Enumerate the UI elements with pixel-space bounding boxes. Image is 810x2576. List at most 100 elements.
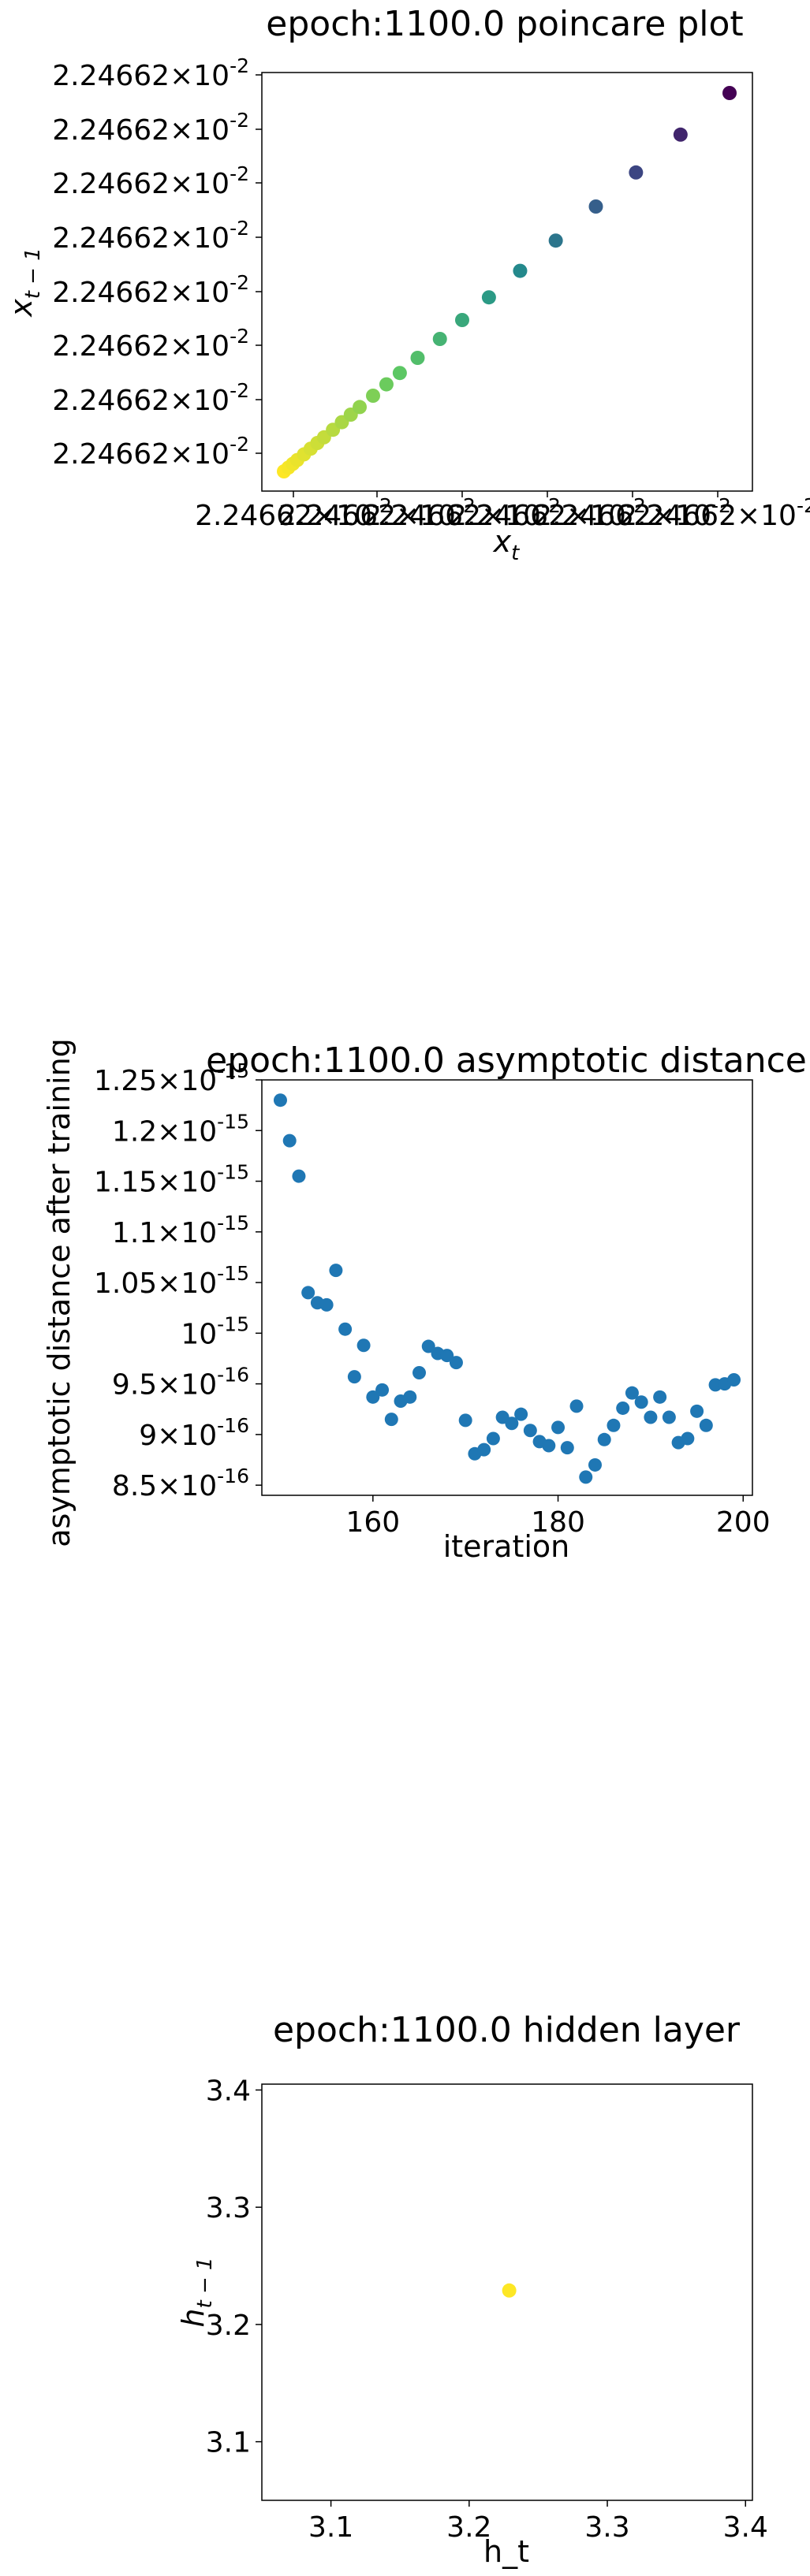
poincare-x-tick-label: 2.24662×10-2 <box>449 494 646 532</box>
poincare-x-tick-label: 2.24662×10-2 <box>195 494 392 532</box>
poincare-title: epoch:1100.0 poincare plot <box>266 4 743 44</box>
asymptotic-point <box>727 1372 741 1387</box>
asymptotic-point <box>477 1442 491 1457</box>
poincare-x-ticks: 2.24662×10-22.24662×10-22.24662×10-22.24… <box>195 491 810 532</box>
asymptotic-point <box>505 1416 519 1431</box>
hidden-layer-y-tick-label: 3.2 <box>206 2310 251 2342</box>
asymptotic-point <box>681 1431 695 1446</box>
poincare-y-ticks: 2.24662×10-2 2.24662×10-2 2.24662×10-2 2.24… <box>52 54 262 471</box>
asymptotic-point <box>616 1401 630 1415</box>
asymptotic-y-tick-label: 1.15×10-15 <box>94 1161 249 1199</box>
poincare-point <box>410 351 425 365</box>
asymptotic-point <box>486 1431 500 1446</box>
poincare-point <box>548 233 563 248</box>
asymptotic-point <box>625 1386 639 1400</box>
asymptotic-point <box>366 1390 380 1404</box>
poincare-point <box>455 313 469 327</box>
poincare-x-tick-label: 2.24662×10-2 <box>534 494 731 532</box>
asymptotic-y-tick-label: 9×10-16 <box>139 1414 249 1452</box>
poincare-point <box>588 199 603 214</box>
hidden-layer-x-ticks: 3.1 3.2 3.3 3.4 <box>308 2500 768 2544</box>
asymptotic-point <box>329 1264 343 1278</box>
poincare-point <box>432 332 447 346</box>
poincare-point <box>353 400 368 415</box>
poincare-point <box>392 366 407 381</box>
asymptotic-point <box>634 1395 648 1409</box>
poincare-y-tick-label: 2.24662×10-2 <box>52 325 249 363</box>
hidden-layer-chart: epoch:1100.0 hidden layer 3.1 3.2 3.3 3.4 3… <box>176 2010 768 2569</box>
poincare-x-tick-label: 2.24662×10-2 <box>619 494 810 532</box>
hidden-layer-x-tick-label: 3.4 <box>723 2511 768 2544</box>
asymptotic-point <box>449 1356 463 1370</box>
asymptotic-point <box>644 1410 658 1424</box>
asymptotic-y-tick-label: 1.2×10-15 <box>112 1110 249 1148</box>
asymptotic-point <box>403 1390 417 1404</box>
hidden-layer-points <box>502 2283 517 2298</box>
poincare-chart: epoch:1100.0 poincare plot 2.24662×10-22… <box>4 4 810 565</box>
asymptotic-y-tick-label: 1.1×10-15 <box>112 1212 249 1249</box>
asymptotic-x-tick-label: 180 <box>531 1506 585 1539</box>
poincare-point <box>379 377 394 392</box>
hidden-layer-x-tick-label: 3.2 <box>446 2511 491 2544</box>
poincare-x-tick-label: 2.24662×10-2 <box>364 494 561 532</box>
asymptotic-x-label: iteration <box>443 1529 570 1564</box>
asymptotic-point <box>523 1424 537 1438</box>
poincare-y-tick-label: 2.24662×10-2 <box>52 109 249 147</box>
hidden-layer-x-label: h_t <box>483 2534 529 2569</box>
hidden-layer-y-label: ht − 1 <box>176 2257 217 2327</box>
asymptotic-x-tick-label: 160 <box>345 1506 400 1539</box>
hidden-layer-y-tick-label: 3.4 <box>206 2075 251 2107</box>
hidden-layer-y-tick-label: 3.1 <box>206 2427 251 2459</box>
asymptotic-point <box>597 1432 611 1446</box>
poincare-point <box>722 86 737 100</box>
asymptotic-point <box>653 1390 667 1404</box>
poincare-y-tick-label: 2.24662×10-2 <box>52 217 249 255</box>
asymptotic-point <box>607 1418 621 1432</box>
asymptotic-point <box>458 1413 472 1428</box>
hidden-layer-y-tick-label: 3.3 <box>206 2192 251 2224</box>
asymptotic-y-label: asymptotic distance after training <box>42 1038 77 1547</box>
asymptotic-point <box>375 1383 390 1397</box>
poincare-y-tick-label: 2.24662×10-2 <box>52 54 249 92</box>
poincare-point <box>481 290 496 305</box>
poincare-x-tick-label: 2.24662×10-2 <box>278 494 476 532</box>
asymptotic-x-tick-label: 200 <box>716 1506 771 1539</box>
asymptotic-point <box>440 1349 454 1363</box>
asymptotic-y-ticks: 8.5×10-16 9×10-16 9.5×10-16 10-15 1.05×10-15… <box>94 1059 262 1502</box>
asymptotic-chart: epoch:1100.0 asymptotic distance 8.5×10-… <box>42 1038 807 1564</box>
poincare-plot-area <box>261 72 753 492</box>
hidden-layer-x-tick-label: 3.3 <box>584 2511 629 2544</box>
asymptotic-point <box>699 1418 713 1432</box>
asymptotic-point <box>421 1339 435 1353</box>
asymptotic-point <box>560 1441 574 1455</box>
asymptotic-x-ticks: 160 180 200 <box>345 1495 771 1539</box>
hidden-layer-point <box>502 2283 517 2298</box>
asymptotic-y-tick-label: 1.05×10-15 <box>94 1262 249 1300</box>
asymptotic-point <box>579 1470 593 1484</box>
asymptotic-point <box>292 1169 306 1183</box>
asymptotic-point <box>551 1420 566 1435</box>
poincare-y-tick-label: 2.24662×10-2 <box>52 379 249 417</box>
asymptotic-point <box>347 1370 361 1384</box>
poincare-point <box>673 127 688 142</box>
asymptotic-point <box>273 1093 287 1107</box>
asymptotic-point <box>384 1413 398 1427</box>
asymptotic-y-tick-label: 1.25×10-15 <box>94 1059 249 1097</box>
poincare-points <box>277 86 737 478</box>
hidden-layer-x-tick-label: 3.1 <box>308 2511 353 2544</box>
asymptotic-point <box>662 1410 676 1424</box>
hidden-layer-plot-area <box>261 2083 753 2501</box>
poincare-y-tick-label: 2.24662×10-2 <box>52 433 249 471</box>
asymptotic-y-tick-label: 8.5×10-16 <box>112 1465 249 1502</box>
asymptotic-point <box>690 1404 704 1418</box>
asymptotic-y-tick-label: 10-15 <box>181 1312 249 1350</box>
asymptotic-point <box>356 1338 371 1353</box>
poincare-x-label: xt <box>493 524 521 565</box>
asymptotic-point <box>338 1322 353 1336</box>
asymptotic-y-tick-label: 9.5×10-16 <box>112 1364 249 1402</box>
poincare-point <box>366 389 380 403</box>
poincare-point <box>629 165 644 180</box>
poincare-y-tick-label: 2.24662×10-2 <box>52 271 249 309</box>
asymptotic-points <box>273 1093 741 1484</box>
asymptotic-point <box>569 1399 584 1413</box>
